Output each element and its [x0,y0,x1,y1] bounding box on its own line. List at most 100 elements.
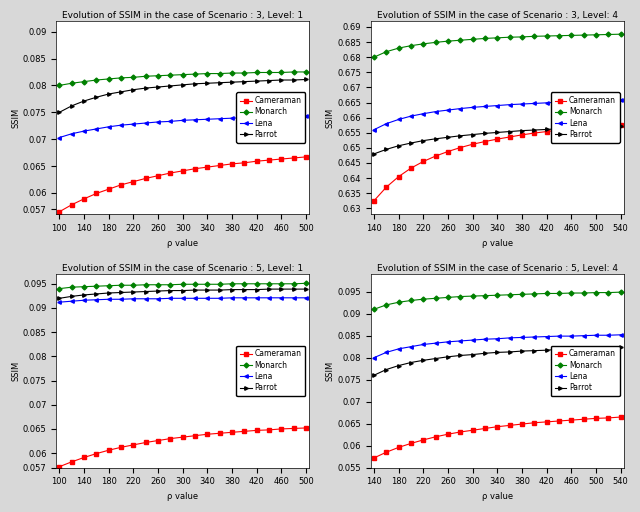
Lena [370,355,378,361]
Cameraman [456,429,464,435]
Lena [302,113,310,119]
Cameraman [580,124,588,131]
Parrot [166,287,174,293]
Lena [617,97,625,103]
Lena [56,299,63,305]
Lena [179,117,187,123]
Monarch [80,284,88,290]
Monarch [142,282,150,288]
Lena [432,340,440,346]
Parrot [432,355,440,361]
Legend: Cameraman, Monarch, Lena, Parrot: Cameraman, Monarch, Lena, Parrot [236,92,305,143]
Lena [370,126,378,133]
Parrot [518,127,526,134]
Cameraman [395,174,403,180]
Lena [605,98,612,104]
Parrot [568,125,575,131]
Line: Monarch: Monarch [372,290,623,311]
Lena [481,103,489,110]
Parrot [469,132,477,138]
Monarch [253,281,260,287]
Parrot [166,83,174,89]
Lena [580,98,588,104]
Lena [617,332,625,338]
Monarch [580,32,588,38]
Monarch [531,291,538,297]
Parrot [117,89,125,95]
Monarch [241,70,248,76]
Lena [383,121,390,127]
Parrot [419,357,427,364]
Lena [555,99,563,105]
Cameraman [383,449,390,455]
Cameraman [228,161,236,167]
Cameraman [531,130,538,136]
Parrot [191,287,199,293]
Monarch [253,70,260,76]
Lena [204,295,211,302]
Lena [493,102,501,109]
Monarch [266,281,273,287]
Lena [228,115,236,121]
Cameraman [493,136,501,142]
Lena [290,295,298,301]
Lena [56,135,63,141]
Lena [216,295,223,302]
Lena [383,349,390,355]
Lena [216,116,223,122]
Parrot [93,291,100,297]
Parrot [580,346,588,352]
Lena [407,344,415,350]
Monarch [383,302,390,308]
Lena [543,100,550,106]
Line: Lena: Lena [372,333,623,359]
Monarch [407,42,415,49]
Parrot [407,359,415,366]
Cameraman [531,420,538,426]
Parrot [216,80,223,86]
Lena [506,335,513,341]
Lena [506,101,513,108]
Parrot [228,287,236,293]
Cameraman [204,431,211,437]
Monarch [56,286,63,292]
Parrot [154,84,162,90]
Lena [481,336,489,342]
Parrot [278,77,285,83]
X-axis label: ρ value: ρ value [482,239,513,248]
Parrot [481,130,489,136]
Cameraman [444,431,452,437]
Parrot [56,109,63,115]
Parrot [154,288,162,294]
Cameraman [605,122,612,129]
Legend: Cameraman, Monarch, Lena, Parrot: Cameraman, Monarch, Lena, Parrot [551,346,620,396]
Monarch [568,32,575,38]
Cameraman [419,158,427,164]
Cameraman [568,126,575,132]
Cameraman [117,182,125,188]
Monarch [592,289,600,295]
Parrot [204,287,211,293]
Parrot [481,350,489,356]
Lena [580,333,588,339]
Cameraman [68,459,76,465]
Line: Cameraman: Cameraman [58,426,308,468]
Line: Parrot: Parrot [58,78,308,114]
Monarch [469,293,477,299]
Y-axis label: SSIM: SSIM [326,108,335,128]
Cameraman [278,156,285,162]
Parrot [204,80,211,87]
Monarch [154,282,162,288]
Monarch [407,297,415,304]
Cameraman [370,198,378,204]
Cameraman [543,129,550,135]
Cameraman [302,154,310,160]
Cameraman [278,426,285,432]
Monarch [370,306,378,312]
Y-axis label: SSIM: SSIM [11,361,20,381]
Parrot [278,286,285,292]
Parrot [444,134,452,140]
Monarch [469,36,477,42]
Monarch [456,293,464,300]
Lena [432,109,440,115]
